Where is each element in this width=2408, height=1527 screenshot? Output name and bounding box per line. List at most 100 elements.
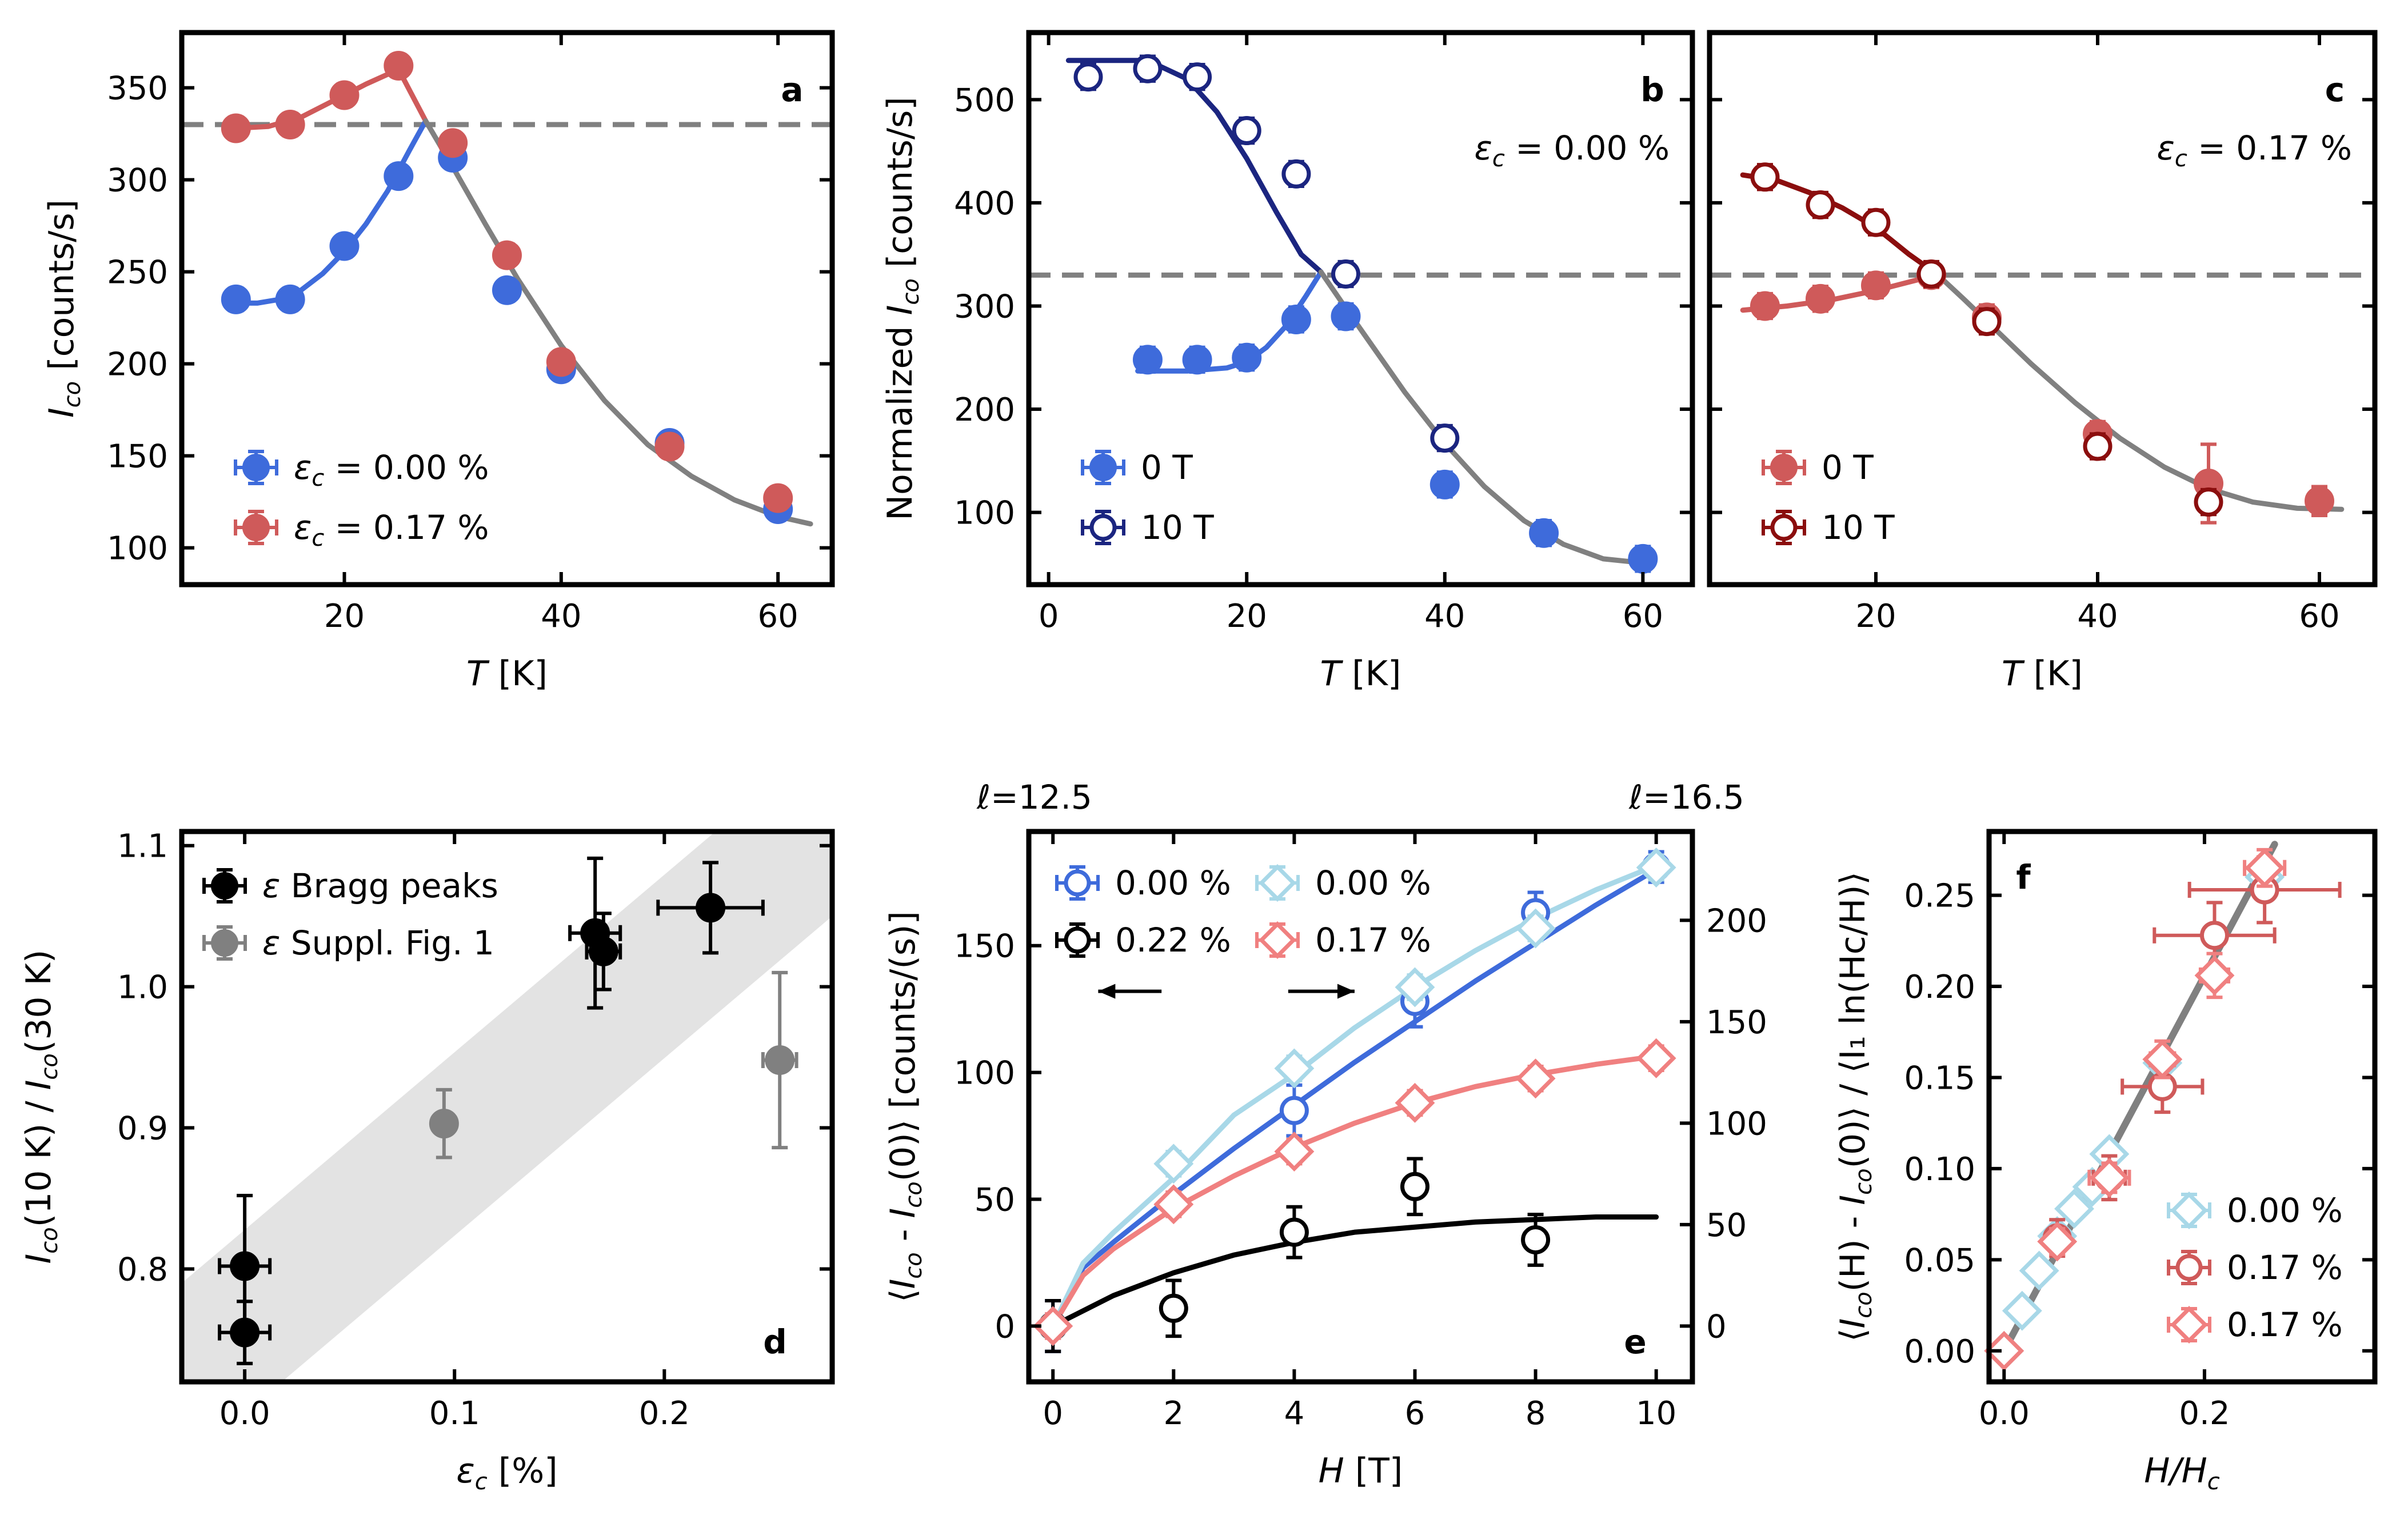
label-part: 10 T — [1822, 508, 1895, 547]
label-part: T — [1320, 654, 1344, 694]
data-point — [1089, 454, 1117, 481]
x-tick-label: 8 — [1526, 1395, 1546, 1432]
data-point — [1033, 1306, 1073, 1346]
label-part: co — [901, 1252, 927, 1278]
data-point — [1159, 1293, 1188, 1323]
y-tick-label-right: 50 — [1706, 1207, 1747, 1244]
y-tick-label: 250 — [107, 254, 168, 291]
data-point — [242, 454, 270, 481]
data-point — [588, 936, 618, 966]
label-part: - — [883, 1218, 923, 1252]
label-part: 0.17 % — [1315, 921, 1431, 960]
y-tick-label: 0.00 — [1904, 1333, 1975, 1370]
x-tick-label: 60 — [758, 598, 798, 635]
trend-band — [182, 832, 832, 1382]
label-part: (30 K) — [19, 950, 59, 1054]
data-point — [492, 240, 522, 270]
panel-label: c — [2325, 70, 2345, 109]
label-part: I — [1833, 1318, 1873, 1329]
label-part: = 0.17 % — [324, 508, 489, 547]
x-axis-label: H/Hc — [2144, 1451, 2219, 1495]
data-point — [1636, 848, 1676, 888]
x-tick-label: 4 — [1284, 1395, 1305, 1432]
y-axis-label: ⟨Ico - Ico(0)⟩ [counts/(s)] — [883, 911, 927, 1302]
label-part: I — [883, 1279, 923, 1289]
x-tick-label: 0.2 — [639, 1395, 690, 1432]
y-tick-label: 400 — [954, 185, 1015, 222]
data-point — [1281, 159, 1311, 189]
x-tick-label: 40 — [1424, 598, 1465, 635]
y-tick-label: 0.15 — [1904, 1060, 1975, 1097]
label-part: 0.00 % — [1315, 864, 1431, 902]
panel-label: b — [1640, 70, 1664, 109]
label-part: I — [19, 1254, 59, 1264]
y-tick-label: 150 — [954, 928, 1015, 965]
label-part: (10 K) / — [19, 1090, 59, 1227]
y-tick-label: 200 — [107, 346, 168, 383]
label-part: [K] — [488, 654, 548, 694]
data-point — [1064, 926, 1091, 954]
data-point — [429, 1109, 459, 1139]
data-point — [1515, 908, 1556, 949]
data-point — [1281, 304, 1311, 334]
data-point — [1274, 1048, 1315, 1089]
y-tick-label: 150 — [107, 438, 168, 475]
data-point — [546, 347, 576, 377]
y-axis-label: Normalized Ico [counts/s] — [880, 97, 924, 520]
y-tick-label: 50 — [975, 1181, 1015, 1218]
y-tick-label: 100 — [954, 1055, 1015, 1092]
x-tick-label: 10 — [1636, 1395, 1676, 1432]
data-point — [329, 80, 360, 110]
label-part: 0.17 % — [2227, 1248, 2343, 1287]
data-point — [1861, 270, 1891, 301]
plot-frame — [1026, 30, 1695, 587]
data-point — [1636, 1038, 1676, 1078]
data-point — [2194, 487, 2223, 517]
label-part: co — [1851, 1168, 1877, 1194]
label-part: c — [312, 525, 324, 551]
data-point — [2142, 1039, 2183, 1080]
data-point — [763, 483, 793, 513]
x-axis-label: T [K] — [466, 654, 548, 694]
data-point — [1153, 1144, 1194, 1184]
label-part: T — [2002, 654, 2025, 694]
label-part: c — [312, 465, 324, 491]
data-point — [1232, 342, 1262, 373]
label-part: Suppl. Fig. 1 — [280, 924, 494, 962]
y-tick-label-right: 150 — [1706, 1004, 1767, 1041]
fit-curve — [233, 118, 429, 306]
y-tick-label: 0.20 — [1904, 969, 1975, 1006]
label-part: c — [2207, 1469, 2220, 1495]
data-point — [1183, 62, 1212, 92]
panel-label: e — [1624, 1322, 1646, 1361]
data-point — [211, 872, 238, 900]
data-point — [1232, 116, 1261, 146]
label-part: [%] — [488, 1451, 558, 1491]
data-point — [1133, 54, 1163, 83]
data-point — [654, 431, 685, 462]
data-point — [1750, 291, 1780, 321]
label-part: ε — [456, 1451, 474, 1491]
label-part: T — [466, 654, 490, 694]
label-part: [K] — [2023, 654, 2083, 694]
data-point — [438, 128, 468, 158]
x-tick-label: 40 — [2077, 598, 2118, 635]
y-tick-label: 1.1 — [117, 828, 168, 865]
data-point — [1279, 1096, 1309, 1125]
label-part: (0)⟩ / ⟨I₁ ln(Hc/H)⟩ — [1833, 872, 1873, 1168]
label-part: ε — [262, 866, 280, 905]
y-tick-label: 100 — [107, 530, 168, 567]
data-point — [2199, 921, 2229, 950]
legend-label: 0.00 % — [1115, 864, 1231, 902]
fit-curve — [1318, 269, 1646, 566]
label-part: co — [37, 1053, 63, 1080]
x-tick-label: 60 — [2299, 598, 2339, 635]
data-point — [221, 284, 251, 314]
data-point — [1806, 190, 1835, 220]
data-point — [1153, 1184, 1194, 1225]
data-point — [1259, 921, 1296, 959]
y-tick-label-right: 100 — [1706, 1105, 1767, 1142]
label-part: 10 T — [1141, 508, 1214, 547]
